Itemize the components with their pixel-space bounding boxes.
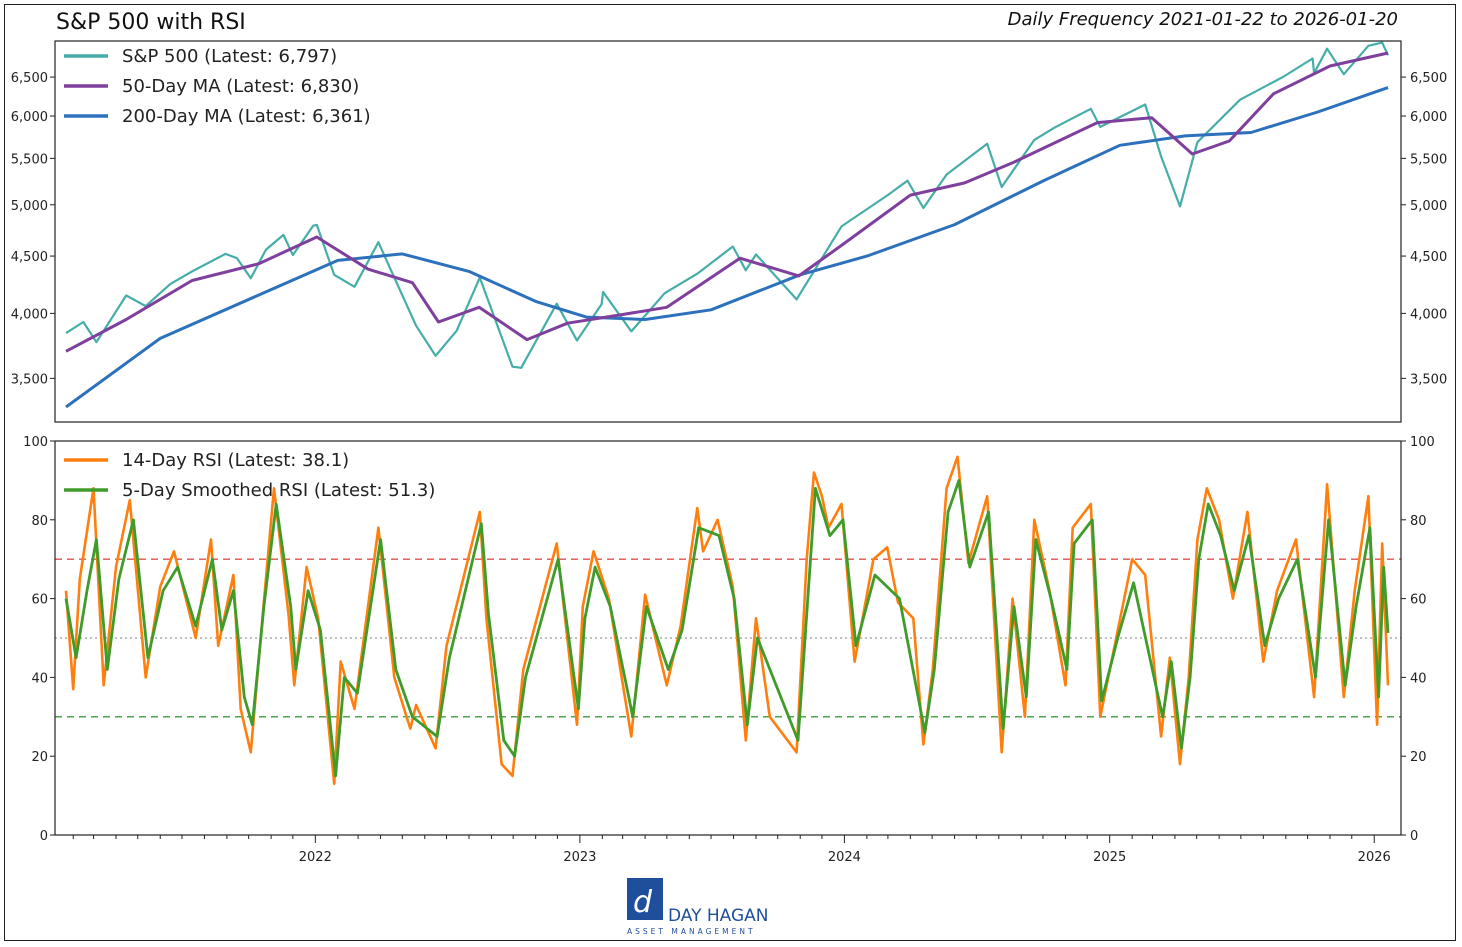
price-y-tick-label-right: 6,000 xyxy=(1410,110,1447,125)
rsi-y-tick-label-right: 100 xyxy=(1410,435,1435,450)
price-y-tick-label-right: 5,000 xyxy=(1410,199,1447,214)
price-y-tick-label-left: 4,000 xyxy=(11,307,48,322)
logo-name: DAY HAGAN xyxy=(668,906,769,926)
price-panel-border xyxy=(54,40,1402,423)
rsi-y-tick-label-left: 0 xyxy=(40,829,48,844)
rsi-panel: 0 0 20 20 40 40 60 60 80 80 100 100 2022 2023 2024 2025… xyxy=(23,435,1435,865)
series-line-14-day-rsi-latest-38-1 xyxy=(64,455,1390,786)
rsi-y-tick-label-right: 40 xyxy=(1410,671,1427,686)
series-line-200-day-ma-latest-6-361 xyxy=(65,86,1389,409)
legend-label: 50-Day MA (Latest: 6,830) xyxy=(122,76,359,97)
rsi-y-tick-label-left: 40 xyxy=(31,671,48,686)
legend-label: S&P 500 (Latest: 6,797) xyxy=(122,46,337,67)
x-tick-label: 2026 xyxy=(1358,850,1391,865)
logo-tagline: ASSET MANAGEMENT xyxy=(627,927,756,936)
day-hagan-logo: d DAY HAGAN ASSET MANAGEMENT xyxy=(627,878,769,936)
price-y-tick-label-left: 5,500 xyxy=(11,152,48,167)
legend-label: 14-Day RSI (Latest: 38.1) xyxy=(122,450,349,471)
series-line-50-day-ma-latest-6-830 xyxy=(65,51,1389,353)
price-y-tick-label-left: 4,500 xyxy=(11,250,48,265)
chart-frame xyxy=(4,4,1456,941)
rsi-panel-border xyxy=(54,440,1402,836)
x-tick-label: 2022 xyxy=(299,850,332,865)
price-y-tick-label-right: 4,500 xyxy=(1410,250,1447,265)
rsi-y-tick-label-right: 60 xyxy=(1410,593,1427,608)
series-line-s-p-500-latest-6-797 xyxy=(65,41,1390,369)
rsi-y-tick-label-right: 0 xyxy=(1410,829,1418,844)
price-y-tick-label-right: 5,500 xyxy=(1410,152,1447,167)
rsi-y-tick-label-left: 80 xyxy=(31,514,48,529)
price-y-tick-label-right: 6,500 xyxy=(1410,71,1447,86)
rsi-y-tick-label-left: 20 xyxy=(31,750,48,765)
price-panel: 3,500 3,500 4,000 4,000 4,500 4,500 5,000 5,000… xyxy=(11,41,1447,409)
chart-subtitle: Daily Frequency 2021-01-22 to 2026-01-20 xyxy=(1008,9,1398,30)
price-y-tick-label-right: 4,000 xyxy=(1410,307,1447,322)
series-line-5-day-smoothed-rsi-latest-51-3 xyxy=(64,478,1390,778)
rsi-y-tick-label-left: 60 xyxy=(31,593,48,608)
price-y-tick-label-left: 6,500 xyxy=(11,71,48,86)
chart-title: S&P 500 with RSI xyxy=(56,10,246,35)
logo-mark xyxy=(627,878,663,920)
rsi-y-tick-label-left: 100 xyxy=(23,435,48,450)
price-y-tick-label-left: 5,000 xyxy=(11,199,48,214)
rsi-y-tick-label-right: 20 xyxy=(1410,750,1427,765)
legend-label: 5-Day Smoothed RSI (Latest: 51.3) xyxy=(122,480,435,501)
legend-label: 200-Day MA (Latest: 6,361) xyxy=(122,106,371,127)
logo-monogram-icon: d xyxy=(633,885,653,920)
price-y-tick-label-right: 3,500 xyxy=(1410,372,1447,387)
price-y-tick-label-left: 3,500 xyxy=(11,372,48,387)
rsi-y-tick-label-right: 80 xyxy=(1410,514,1427,529)
x-tick-label: 2024 xyxy=(828,850,861,865)
price-y-tick-label-left: 6,000 xyxy=(11,110,48,125)
x-tick-label: 2025 xyxy=(1093,850,1126,865)
x-tick-label: 2023 xyxy=(563,850,596,865)
